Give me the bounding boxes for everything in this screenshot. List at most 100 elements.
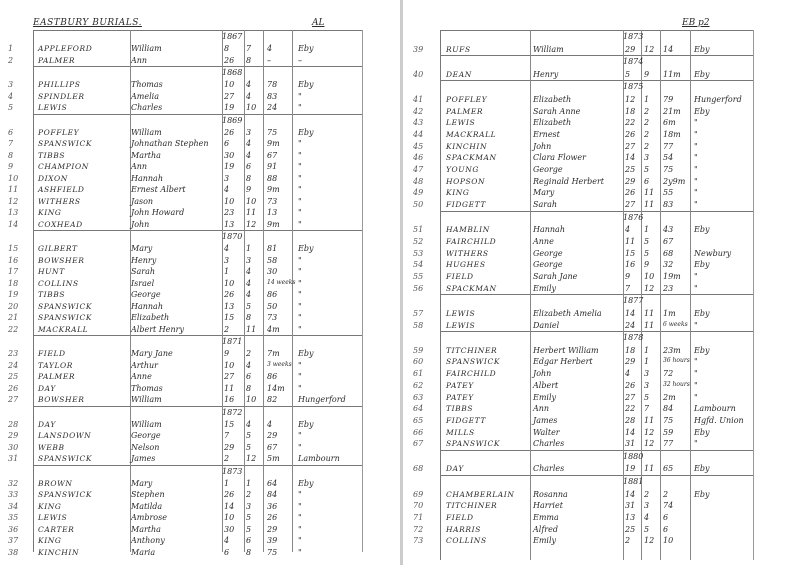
surname: HUNT [38,267,65,276]
surname: WITHERS [446,248,489,258]
burial-entry: 13 KING John Howard 23 11 13 " [8,207,362,219]
entry-number: 35 [8,513,19,522]
entry-number: 19 [8,290,19,299]
burial-day: 27 [625,200,636,210]
burial-entry: 26 DAY Thomas 11 8 14m " [8,383,362,395]
year-row: 1880 [441,451,753,464]
entry-number: 10 [8,173,19,183]
burial-day: 14 [625,489,636,499]
burial-month: 11 [246,324,257,334]
year-group: 1873 39 RUFS William 29 12 14 Eby [413,30,753,55]
burial-day: 29 [625,176,636,186]
burial-entry: 23 FIELD Mary Jane 9 2 7m Eby [8,348,362,360]
abode: " [694,272,698,281]
abode: Eby [694,427,710,437]
entry-number: 43 [413,118,424,128]
burial-month: 7 [246,44,252,53]
entry-number: 54 [413,260,424,270]
year-group: 1880 68 DAY Charles 19 11 65 Eby [413,449,753,475]
burial-day: 26 [625,380,636,390]
age: 83 [267,91,278,101]
age: 32 [663,260,674,270]
burial-entry: 53 WITHERS George 15 5 68 Newbury [413,248,753,260]
forename: Charles [533,439,565,449]
burial-day: 16 [224,395,235,404]
forename: Walter [533,427,560,437]
burial-month: 3 [246,255,252,265]
burial-entry: 38 KINCHIN Maria 6 8 75 " [8,547,362,559]
age: 86 [267,372,278,381]
burial-entry: 21 SPANSWICK Elizabeth 15 8 73 " [8,312,362,324]
burial-entry: 15 GILBERT Mary 4 1 81 Eby [8,243,362,255]
entry-number: 30 [8,442,19,452]
burial-entry: 41 POFFLEY Elizabeth 12 1 79 Hungerford [413,94,753,106]
forename: Ernest Albert [131,185,186,194]
burial-day: 22 [625,118,636,128]
entry-number: 72 [413,524,424,534]
entry-number: 17 [8,267,19,276]
burial-entry: 11 ASHFIELD Ernest Albert 4 9 9m " [8,184,362,196]
age: 75 [663,415,674,425]
age: 50 [267,301,278,311]
age: 14m [267,383,285,393]
surname: CHAMPION [38,162,89,171]
age: 88 [267,173,278,183]
entry-number: 47 [413,165,424,174]
age: 59 [663,427,674,437]
entry-number: 6 [8,127,14,137]
column-rule [130,30,131,552]
burial-entry: 42 PALMER Sarah Anne 18 2 21m Eby [413,106,753,118]
abode: " [694,392,698,402]
forename: Daniel [533,320,560,330]
forename: Ann [533,404,550,414]
burial-month: 11 [644,188,655,198]
burial-month: 12 [246,219,257,229]
forename: Anne [131,372,152,381]
surname: TIBBS [446,404,474,414]
burial-entry: 32 BROWN Mary 1 1 64 Eby [8,478,362,490]
entry-number: 11 [8,185,19,194]
age: 21m [663,106,681,116]
forename: Alfred [533,524,558,534]
year-heading: 1878 [623,333,644,343]
surname: YOUNG [446,165,479,174]
burial-day: 29 [224,442,235,452]
abode: " [298,383,302,393]
surname: CARTER [38,524,75,534]
forename: Maria [131,547,156,557]
burial-month: 3 [644,369,650,379]
burial-entry: 65 FIDGETT James 28 11 75 Hgfd. Union [413,415,753,427]
burial-day: 19 [625,464,636,474]
burial-entry: 5 LEWIS Charles 19 10 24 " [8,102,362,114]
forename: William [131,127,162,137]
burial-day: 30 [224,150,235,160]
forename: Nelson [131,442,160,452]
forename: Rosanna [533,489,568,499]
entry-number: 52 [413,236,424,246]
year-heading: 1868 [222,68,243,77]
year-row: 1871 [34,336,362,348]
surname: APPLEFORD [38,44,93,53]
burial-month: 11 [644,320,655,330]
year-group: 1870 15 GILBERT Mary 4 1 81 Eby 16 BOWSHER Henry 3 3… [8,230,362,335]
burial-entry: 68 DAY Charles 19 11 65 Eby [413,463,753,475]
forename: Ambrose [131,513,167,522]
age: 3 weeks [267,360,292,368]
burial-day: 15 [224,313,235,322]
burial-month: 9 [246,185,252,194]
entry-number: 51 [413,225,424,235]
abode: Eby [298,419,314,429]
age: 84 [267,490,278,499]
burial-day: 29 [625,44,636,54]
forename: Elizabeth [533,94,572,104]
burial-entry: 70 TITCHINER Harriet 31 3 74 [413,500,753,512]
entry-number: 36 [8,524,19,534]
entry-number: 46 [413,153,424,163]
burial-month: 5 [246,301,252,311]
forename: John Howard [131,208,185,217]
burial-day: 9 [625,272,631,281]
year-row: 1870 [34,231,362,243]
burial-day: 8 [224,44,230,53]
burial-day: 26 [224,290,235,299]
year-row: 1872 [34,407,362,419]
